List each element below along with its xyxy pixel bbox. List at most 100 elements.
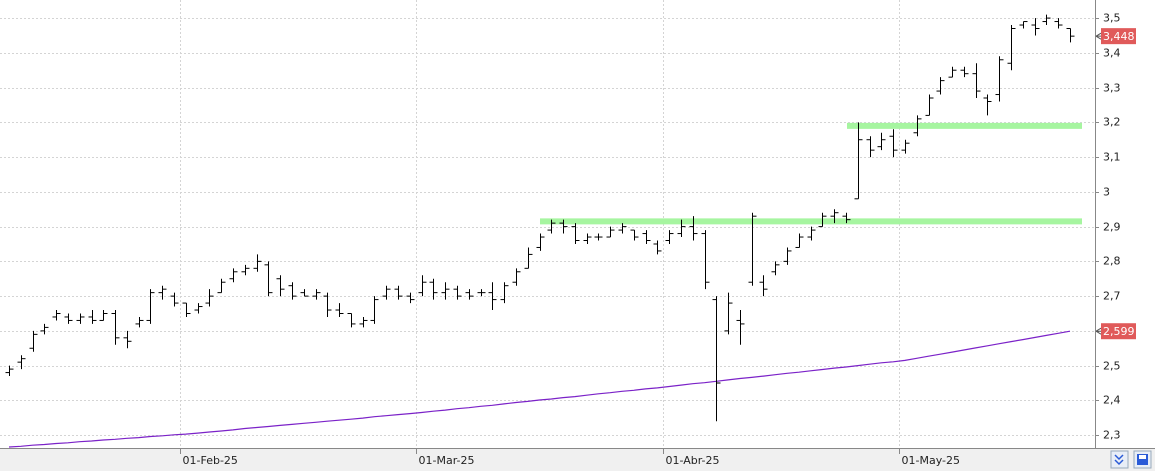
ohlc-bar xyxy=(972,63,981,99)
ohlc-bar xyxy=(382,285,391,300)
ohlc-bar xyxy=(441,282,450,300)
ohlc-bar xyxy=(488,282,497,311)
ohlc-bar xyxy=(1019,21,1028,29)
ohlc-bar xyxy=(724,292,733,335)
ohlc-bar xyxy=(406,292,415,304)
ohlc-bar xyxy=(571,223,580,244)
ohlc-bar xyxy=(88,310,97,324)
price-tag-label: 2,599 xyxy=(1103,325,1135,338)
ohlc-bar xyxy=(217,278,226,294)
moving-average xyxy=(8,330,1071,448)
y-tick-label: 3,2 xyxy=(1103,116,1121,129)
ohlc-bar xyxy=(583,233,592,244)
ohlc-bar xyxy=(394,285,403,300)
ohlc-bar xyxy=(264,261,273,297)
y-tick-label: 2,5 xyxy=(1103,360,1121,373)
ohlc-bar xyxy=(300,289,309,297)
ohlc-bar xyxy=(665,230,674,244)
ohlc-bar xyxy=(205,289,214,307)
ohlc-bar xyxy=(642,230,651,244)
ohlc-bar xyxy=(1066,27,1075,43)
y-tick-label: 3,4 xyxy=(1103,47,1121,60)
ohlc-bar xyxy=(1042,14,1051,26)
ohlc-bar xyxy=(606,226,615,238)
ohlc-bar xyxy=(76,313,85,324)
ohlc-bar xyxy=(807,226,816,241)
ohlc-bar xyxy=(748,212,757,286)
y-tick-label: 3 xyxy=(1103,186,1110,199)
ohlc-bar xyxy=(5,365,14,377)
ohlc-bar xyxy=(359,316,368,328)
y-tick-label: 3,3 xyxy=(1103,82,1121,95)
ohlc-bar xyxy=(276,275,285,297)
price-tag xyxy=(1101,323,1136,340)
y-tick-label: 2,9 xyxy=(1103,221,1121,234)
ohlc-bar xyxy=(453,285,462,300)
ohlc-bar xyxy=(64,313,73,324)
scroll-button[interactable] xyxy=(1110,450,1129,469)
ohlc-bar xyxy=(182,302,191,317)
ohlc-bar xyxy=(547,219,556,234)
ohlc-bar xyxy=(312,289,321,300)
ohlc-bar xyxy=(146,289,155,324)
ohlc-bar xyxy=(418,275,427,297)
ohlc-bar xyxy=(936,77,945,95)
ohlc-bar xyxy=(795,233,804,248)
price-tag xyxy=(1101,28,1136,45)
ohlc-bar xyxy=(960,66,969,78)
ohlc-bar xyxy=(913,115,922,137)
ohlc-bar xyxy=(370,296,379,324)
y-tick-label: 2,4 xyxy=(1103,394,1121,407)
ohlc-bar xyxy=(736,310,745,345)
ohlc-bar xyxy=(877,132,886,151)
y-tick-label: 3,5 xyxy=(1103,12,1121,25)
x-tick-label: 01-Mar-25 xyxy=(419,454,475,467)
ohlc-bar xyxy=(1054,18,1063,29)
ohlc-bar xyxy=(40,323,49,335)
ohlc-bar xyxy=(689,216,698,241)
ohlc-bar xyxy=(170,292,179,307)
ohlc-bar xyxy=(335,303,344,317)
y-tick-label: 2,3 xyxy=(1103,429,1121,442)
ohlc-bar xyxy=(158,285,167,300)
y-tick-label: 2,7 xyxy=(1103,290,1121,303)
button-icon[interactable] xyxy=(1137,454,1148,465)
ohlc-bar xyxy=(500,282,509,304)
ohlc-bar xyxy=(536,233,545,251)
ohlc-bar xyxy=(759,275,768,297)
ohlc-bar xyxy=(194,303,203,314)
x-tick-label: 01-Feb-25 xyxy=(183,454,238,467)
ohlc-bar xyxy=(901,139,910,154)
ohlc-bar xyxy=(29,330,38,352)
save-button[interactable] xyxy=(1133,450,1152,469)
ohlc-bar xyxy=(253,254,262,272)
x-axis-strip xyxy=(0,448,1155,471)
ohlc-bar xyxy=(288,282,297,300)
ohlc-bar xyxy=(99,310,108,321)
ohlc-bar xyxy=(323,292,332,317)
y-tick-label: 3,1 xyxy=(1103,151,1121,164)
ohlc-bar xyxy=(111,310,120,345)
ohlc-bar xyxy=(512,268,521,286)
ohlc-bar xyxy=(1031,18,1040,36)
ohlc-bar xyxy=(229,268,238,283)
ohlc-bar xyxy=(842,212,851,224)
ohlc-bar xyxy=(559,219,568,234)
ohlc-bar xyxy=(429,278,438,300)
button-icon[interactable] xyxy=(1114,454,1124,466)
ohlc-bar xyxy=(983,94,992,116)
ohlc-bar xyxy=(594,233,603,241)
button-icon[interactable] xyxy=(1139,455,1146,459)
ohlc-bar xyxy=(889,129,898,158)
ohlc-bar xyxy=(1007,25,1016,71)
ohlc-bar xyxy=(630,229,639,241)
ohlc-bar xyxy=(818,212,827,228)
ohlc-bar xyxy=(618,223,627,234)
x-tick-label: 01-Abr-25 xyxy=(666,454,720,467)
ohlc-bar xyxy=(477,289,486,297)
price-tag-label: 3,448 xyxy=(1103,30,1135,43)
ohlc-bar xyxy=(925,94,934,116)
ohlc-bar xyxy=(830,209,839,224)
